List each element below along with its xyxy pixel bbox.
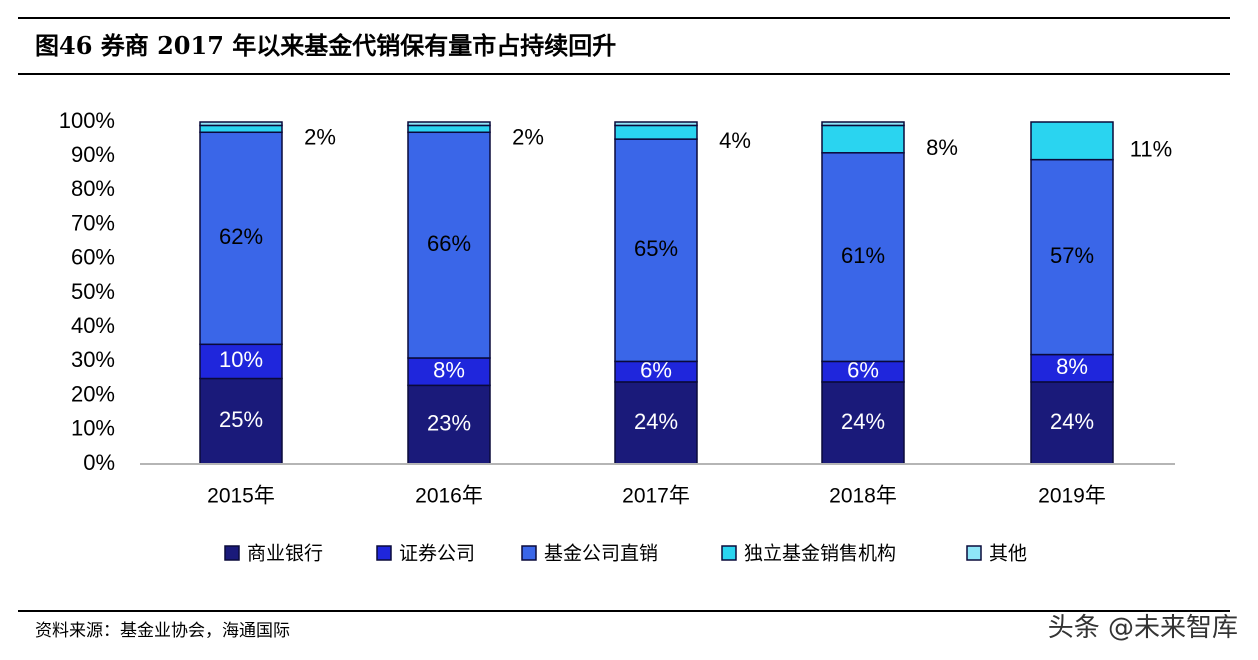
y-tick-label: 0% (83, 450, 115, 475)
bar-segment (821, 121, 905, 127)
legend-swatch (376, 545, 392, 561)
bar-segment (199, 121, 283, 127)
y-tick-label: 20% (71, 381, 115, 406)
x-tick-label: 2019年 (1038, 485, 1106, 508)
data-label: 23% (427, 410, 471, 435)
stacked-bar-chart: 0% 10% 20% 30% 40% 50% 60% 70% 80% 90% 100% 25% 10% 6… (59, 108, 1175, 565)
y-tick-label: 50% (71, 279, 115, 304)
x-tick-label: 2017年 (622, 485, 690, 508)
data-label: 4% (719, 128, 751, 153)
bar-segment (821, 152, 905, 363)
data-label: 2% (304, 125, 336, 150)
watermark: 头条 @未来智库 (1047, 613, 1238, 643)
legend-swatch (966, 545, 982, 561)
data-label: 8% (433, 357, 465, 382)
bar-segment (407, 124, 491, 134)
bar-segment (614, 124, 698, 140)
legend-label: 商业银行 (247, 543, 323, 565)
x-tick-label: 2015年 (207, 485, 275, 508)
data-label: 25% (219, 407, 263, 432)
bar-segment (1030, 158, 1114, 356)
bar-segment (614, 121, 698, 127)
bar-segment (614, 138, 698, 363)
top-rule (18, 17, 1230, 19)
bar-segment (1030, 121, 1114, 161)
bar-segment (821, 124, 905, 154)
data-label: 57% (1050, 243, 1094, 268)
legend-swatch (721, 545, 737, 561)
y-tick-label: 80% (71, 176, 115, 201)
bar-segment (1030, 381, 1114, 465)
data-label: 10% (219, 347, 263, 372)
x-tick-label: 2018年 (829, 485, 897, 508)
y-tick-label: 100% (59, 108, 115, 133)
bar-segment (199, 377, 283, 465)
data-label: 8% (1056, 354, 1088, 379)
bar-segment (199, 131, 283, 346)
data-label: 2% (512, 125, 544, 150)
figure-title: 图46 券商 2017 年以来基金代销保有量市占持续回升 (35, 31, 617, 60)
data-label: 61% (841, 243, 885, 268)
y-tick-label: 70% (71, 210, 115, 235)
bar-segment (199, 124, 283, 134)
bar-segment (407, 121, 491, 127)
y-tick-label: 40% (71, 313, 115, 338)
data-label: 62% (219, 224, 263, 249)
y-tick-label: 90% (71, 142, 115, 167)
title-rule (18, 73, 1230, 75)
legend-label: 其他 (989, 543, 1027, 565)
bar-segment (1030, 353, 1114, 383)
bar-segment (407, 131, 491, 359)
y-tick-label: 60% (71, 245, 115, 270)
bottom-rule (18, 610, 1230, 612)
legend-swatch (521, 545, 537, 561)
data-label: 11% (1130, 137, 1172, 162)
data-label: 24% (841, 409, 885, 434)
data-label: 24% (634, 409, 678, 434)
data-label: 24% (1050, 409, 1094, 434)
data-label: 66% (427, 231, 471, 256)
bar-segment (199, 343, 283, 380)
y-tick-label: 10% (71, 416, 115, 441)
data-label: 8% (926, 135, 958, 160)
legend-label: 独立基金销售机构 (744, 543, 896, 565)
x-tick-label: 2016年 (415, 485, 483, 508)
legend-label: 证券公司 (399, 543, 475, 565)
source-note: 资料来源：基金业协会，海通国际 (35, 621, 290, 641)
y-tick-label: 30% (71, 347, 115, 372)
data-label: 65% (634, 236, 678, 261)
bar-segment (821, 381, 905, 465)
legend-swatch (224, 545, 240, 561)
bar-segment (407, 384, 491, 465)
legend-label: 基金公司直销 (544, 543, 658, 565)
